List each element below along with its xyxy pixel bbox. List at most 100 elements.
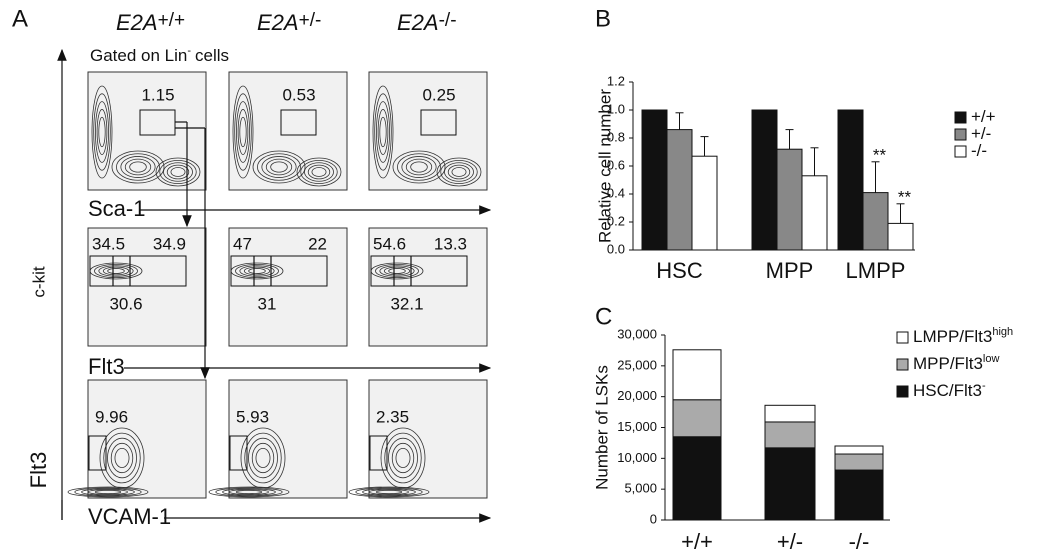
contour [166, 164, 190, 180]
contour [98, 265, 134, 277]
contour [375, 263, 419, 279]
y-tick-label: 1.2 [607, 73, 625, 88]
flow-plot [87, 227, 207, 347]
contour [94, 489, 122, 494]
gate-value: 34.5 [92, 234, 125, 253]
y-tick-label: 25,000 [617, 357, 657, 372]
contour [235, 263, 279, 279]
contour [239, 265, 275, 277]
contour [222, 488, 276, 496]
gate [230, 255, 328, 287]
contour [102, 266, 130, 276]
x-tick-label: -/- [849, 529, 870, 554]
gate [370, 255, 468, 287]
y-tick-label: 0 [650, 511, 657, 526]
gate [229, 435, 248, 471]
contour [235, 101, 250, 163]
gate [369, 435, 388, 471]
contour [355, 487, 423, 497]
contour [392, 150, 446, 184]
contour [93, 93, 111, 171]
contour [261, 156, 297, 178]
contour [368, 489, 409, 495]
gate [280, 109, 317, 136]
y-tick-label: 0.4 [607, 185, 625, 200]
contour [270, 161, 288, 173]
axis-label: VCAM-1 [88, 504, 171, 529]
y-tick-label: 5,000 [624, 481, 657, 496]
contour [388, 268, 406, 274]
legend-swatch [954, 111, 967, 124]
legend-label: MPP/Flt3low [913, 353, 999, 374]
gate-value: 5.93 [236, 407, 269, 426]
gate-sup: - [187, 45, 191, 57]
legend-name: +/+ [971, 107, 996, 126]
contour [129, 161, 147, 173]
contour [114, 447, 130, 468]
contour [74, 487, 142, 497]
gate-value: 47 [233, 234, 252, 253]
legend-label: -/- [971, 141, 987, 160]
genotype: -/- [439, 10, 457, 31]
contour [397, 153, 441, 181]
contour [375, 101, 390, 163]
contour [436, 157, 482, 187]
contour [374, 93, 392, 171]
contour [311, 167, 327, 177]
contour [170, 167, 186, 177]
legend-label: +/+ [971, 107, 996, 126]
contour [95, 101, 110, 163]
gate [88, 435, 107, 471]
bar-segment [834, 453, 884, 471]
bar [862, 192, 889, 251]
contour [234, 93, 252, 171]
annotation: ** [898, 187, 912, 206]
contour [208, 486, 290, 498]
flow-plot [228, 227, 348, 347]
legend-label: LMPP/Flt3high [913, 326, 1013, 347]
x-tick-label: LMPP [846, 258, 906, 283]
contour [265, 158, 293, 176]
legend-label: HSC/Flt3- [913, 380, 986, 401]
gate-value: 2.35 [376, 407, 409, 426]
contour [111, 150, 165, 184]
bar [776, 148, 803, 251]
contour [372, 85, 394, 179]
y-tick-label: 0.6 [607, 157, 625, 172]
contour [395, 447, 411, 468]
contour [88, 489, 129, 495]
y-tick-label: 0.2 [607, 213, 625, 228]
gate-value: 31 [258, 294, 277, 313]
contour [391, 442, 415, 474]
contour [67, 486, 149, 498]
bar [691, 155, 718, 251]
contour [362, 488, 416, 496]
gene-name: E2A [257, 10, 299, 35]
flow-plot [87, 379, 207, 499]
legend-name: HSC/Flt3 [913, 381, 982, 400]
x-tick-label: +/- [777, 529, 803, 554]
contour [447, 164, 471, 180]
legend-name: MPP/Flt3 [913, 354, 983, 373]
axis-label: c-kit [29, 266, 48, 297]
column-header: E2A+/- [257, 10, 321, 35]
legend-swatch [954, 145, 967, 158]
contour [155, 157, 201, 187]
contour [81, 488, 135, 496]
contour [215, 487, 283, 497]
flow-plot [228, 379, 348, 499]
contour [401, 156, 437, 178]
contour [375, 489, 403, 494]
contour [107, 437, 137, 479]
legend-sup: high [992, 326, 1013, 338]
axis-label: Flt3 [26, 452, 51, 489]
y-tick-label: 20,000 [617, 388, 657, 403]
contour [348, 486, 430, 498]
contour [307, 164, 331, 180]
panel-letter: C [595, 303, 612, 330]
contour [107, 268, 125, 274]
gene-name: E2A [116, 10, 158, 35]
bar [641, 109, 668, 251]
legend-swatch [896, 358, 909, 371]
gate-value: 0.25 [422, 85, 455, 104]
